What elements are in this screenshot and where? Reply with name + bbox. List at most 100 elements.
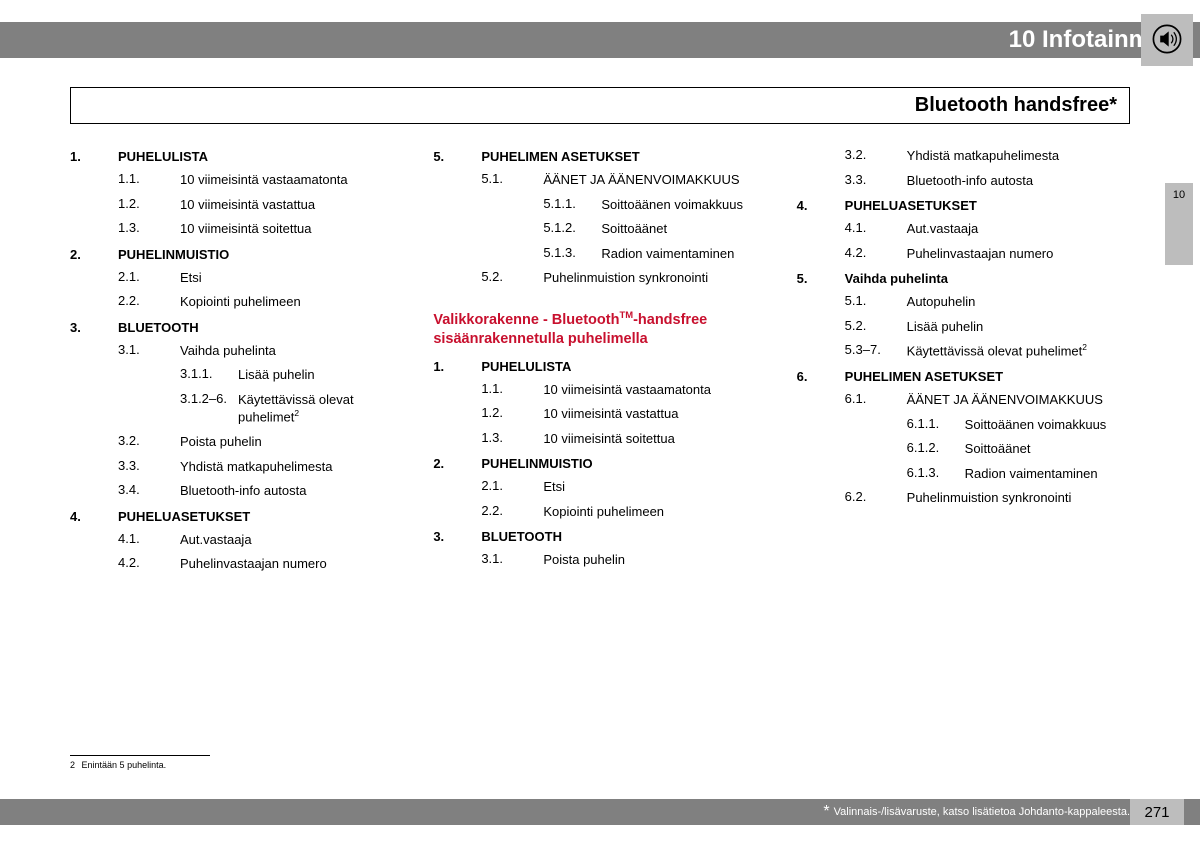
- list-item: 6.2.Puhelinmuistion synkronointi: [845, 489, 1130, 507]
- list-item: 5.1.2.Soittoäänet: [543, 220, 766, 238]
- item-text: Kopiointi puhelimeen: [543, 503, 766, 521]
- list-item: 2.PUHELINMUISTIO: [70, 247, 403, 262]
- item-number: 4.2.: [845, 245, 907, 263]
- item-number: 3.2.: [845, 147, 907, 165]
- item-text: Puhelinvastaajan numero: [907, 245, 1130, 263]
- item-number: 3.: [433, 529, 481, 544]
- item-text: Aut.vastaaja: [907, 220, 1130, 238]
- item-text: Vaihda puhelinta: [180, 342, 403, 360]
- item-number: 6.: [797, 369, 845, 384]
- item-text: ÄÄNET JA ÄÄNENVOIMAK­KUUS: [907, 391, 1130, 409]
- item-number: 1.: [70, 149, 118, 164]
- item-text: Soittoäänen voimak­kuus: [601, 196, 766, 214]
- item-text: PUHELULISTA: [481, 359, 766, 374]
- list-item: 6.PUHELIMEN ASETUKSET: [797, 369, 1130, 384]
- list-item: 3.BLUETOOTH: [433, 529, 766, 544]
- item-number: 1.3.: [481, 430, 543, 448]
- item-number: 4.1.: [845, 220, 907, 238]
- item-number: 2.: [433, 456, 481, 471]
- footer-bar: * Valinnais-/lisävaruste, katso lisätiet…: [0, 799, 1200, 825]
- list-item: 4.2.Puhelinvastaajan numero: [118, 555, 403, 573]
- list-item: 1.3.10 viimeisintä soitettua: [481, 430, 766, 448]
- item-number: 5.2.: [845, 318, 907, 336]
- list-item: 3.3.Yhdistä matkapuhelimesta: [118, 458, 403, 476]
- item-text: PUHELUASETUKSET: [118, 509, 403, 524]
- item-number: 5.2.: [481, 269, 543, 287]
- list-item: 5.2.Lisää puhelin: [845, 318, 1130, 336]
- item-text: PUHELIMEN ASETUKSET: [481, 149, 766, 164]
- item-text: Käytettävissä olevat puheli­met2: [907, 342, 1130, 360]
- list-item: 1.3.10 viimeisintä soitettua: [118, 220, 403, 238]
- list-item: 4.2.Puhelinvastaajan numero: [845, 245, 1130, 263]
- list-item: 6.1.2.Soittoäänet: [907, 440, 1130, 458]
- item-number: 1.: [433, 359, 481, 374]
- item-number: 2.1.: [118, 269, 180, 287]
- item-text: BLUETOOTH: [118, 320, 403, 335]
- column-2: 5.PUHELIMEN ASETUKSET 5.1.ÄÄNET JA ÄÄNENV…: [433, 140, 766, 573]
- item-text: 10 viimeisintä vastaamatonta: [543, 381, 766, 399]
- item-text: Radion vaimentami­nen: [965, 465, 1130, 483]
- list-item: 3.4.Bluetooth-info autosta: [118, 482, 403, 500]
- item-number: 1.3.: [118, 220, 180, 238]
- section-title: Bluetooth handsfree*: [70, 87, 1130, 124]
- item-number: 3.2.: [118, 433, 180, 451]
- side-tab: 10: [1165, 183, 1193, 265]
- footnote: 2 Enintään 5 puhelinta.: [70, 760, 166, 770]
- list-item: 3.2.Poista puhelin: [118, 433, 403, 451]
- list-item: 2.2.Kopiointi puhelimeen: [118, 293, 403, 311]
- list-item: 2.1.Etsi: [481, 478, 766, 496]
- item-text: ÄÄNET JA ÄÄNENVOIMAK­KUUS: [543, 171, 766, 189]
- header-bar: 10 Infotainment: [0, 22, 1200, 58]
- list-item: 3.3.Bluetooth-info autosta: [845, 172, 1130, 190]
- item-number: 3.3.: [118, 458, 180, 476]
- item-text: Bluetooth-info autosta: [180, 482, 403, 500]
- item-text: Soittoäänet: [965, 440, 1130, 458]
- list-item: 2.1.Etsi: [118, 269, 403, 287]
- item-number: 3.1.: [481, 551, 543, 569]
- list-item: 1.PUHELULISTA: [70, 149, 403, 164]
- list-item: 2.PUHELINMUISTIO: [433, 456, 766, 471]
- item-number: 3.4.: [118, 482, 180, 500]
- item-text: Puhelinvastaajan numero: [180, 555, 403, 573]
- item-number: 6.1.1.: [907, 416, 965, 434]
- item-text: Lisää puhelin: [907, 318, 1130, 336]
- list-item: 1.1.10 viimeisintä vastaamatonta: [481, 381, 766, 399]
- item-number: 5.3–7.: [845, 342, 907, 360]
- item-number: 3.1.1.: [180, 366, 238, 384]
- list-item: 4.PUHELUASETUKSET: [797, 198, 1130, 213]
- footer-asterisk: *: [823, 803, 829, 821]
- item-text: Soittoäänet: [601, 220, 766, 238]
- list-item: 3.1.1.Lisää puhelin: [180, 366, 403, 384]
- item-number: 2.1.: [481, 478, 543, 496]
- item-number: 6.1.: [845, 391, 907, 409]
- item-number: 5.1.2.: [543, 220, 601, 238]
- item-number: 5.1.3.: [543, 245, 601, 263]
- list-item: 1.1.10 viimeisintä vastaamatonta: [118, 171, 403, 189]
- list-item: 3.2.Yhdistä matkapuhelimesta: [845, 147, 1130, 165]
- column-1: 1.PUHELULISTA 1.1.10 viimeisintä vastaama…: [70, 140, 403, 573]
- speaker-icon-box: [1141, 14, 1193, 66]
- item-number: 5.1.: [845, 293, 907, 311]
- list-item: 5.1.ÄÄNET JA ÄÄNENVOIMAK­KUUS: [481, 171, 766, 189]
- item-text: Bluetooth-info autosta: [907, 172, 1130, 190]
- item-text: Käytettävissä olevat puhelimet2: [238, 391, 403, 426]
- item-number: 2.2.: [481, 503, 543, 521]
- list-item: 3.BLUETOOTH: [70, 320, 403, 335]
- list-item: 4.PUHELUASETUKSET: [70, 509, 403, 524]
- item-text: Lisää puhelin: [238, 366, 403, 384]
- column-3: 3.2.Yhdistä matkapuhelimesta 3.3.Bluetoot…: [797, 140, 1130, 573]
- item-number: 5.1.: [481, 171, 543, 189]
- item-text: PUHELINMUISTIO: [481, 456, 766, 471]
- list-item: 2.2.Kopiointi puhelimeen: [481, 503, 766, 521]
- item-text: Autopuhelin: [907, 293, 1130, 311]
- list-item: 5.1.3.Radion vaimentami­nen: [543, 245, 766, 263]
- item-number: 2.: [70, 247, 118, 262]
- item-text: Aut.vastaaja: [180, 531, 403, 549]
- content-columns: 1.PUHELULISTA1.1.10 viimeisintä vastaama…: [70, 140, 1130, 573]
- item-text: 10 viimeisintä vastaamatonta: [180, 171, 403, 189]
- item-text: Vaihda puhelinta: [845, 271, 1130, 286]
- item-text: 10 viimeisintä soitettua: [180, 220, 403, 238]
- speaker-icon: [1150, 22, 1184, 59]
- list-item: 5.PUHELIMEN ASETUKSET: [433, 149, 766, 164]
- item-text: Poista puhelin: [180, 433, 403, 451]
